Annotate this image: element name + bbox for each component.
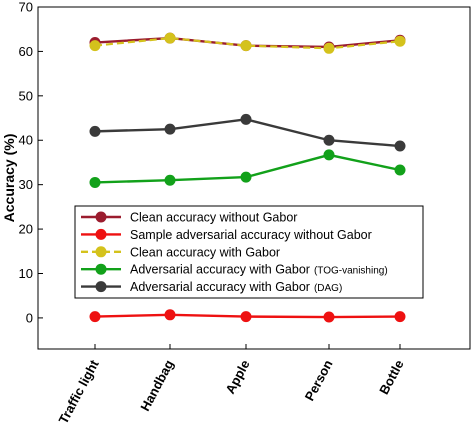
- data-point: [164, 32, 176, 44]
- series-3: [89, 149, 406, 188]
- legend-item: Adversarial accuracy with Gabor (TOG-vani…: [81, 263, 388, 277]
- data-point: [323, 149, 335, 161]
- data-point: [89, 125, 101, 137]
- legend-marker: [95, 281, 107, 293]
- data-point: [164, 309, 176, 321]
- legend-label: Adversarial accuracy with Gabor (DAG): [130, 280, 342, 294]
- legend-label: Sample adversarial accuracy without Gabo…: [130, 228, 372, 242]
- y-tick-label: 40: [19, 133, 33, 148]
- legend-label-name: Sample adversarial accuracy without Gabo…: [130, 228, 372, 242]
- data-point: [89, 176, 101, 188]
- legend-label: Clean accuracy without Gabor: [130, 211, 297, 225]
- data-point: [394, 311, 406, 323]
- series-2: [89, 32, 406, 54]
- legend-item: Clean accuracy with Gabor: [81, 245, 280, 259]
- legend-item: Clean accuracy without Gabor: [81, 211, 297, 225]
- y-tick-label: 30: [19, 177, 33, 192]
- data-point: [164, 174, 176, 186]
- legend-marker: [95, 228, 107, 240]
- x-tick-label: Traffic light: [56, 357, 102, 425]
- legend-label-name: Adversarial accuracy with Gabor: [130, 263, 310, 277]
- y-tick-label: 60: [19, 44, 33, 59]
- y-tick-label: 10: [19, 266, 33, 281]
- data-point: [240, 40, 252, 52]
- data-point: [240, 311, 252, 323]
- data-point: [240, 171, 252, 183]
- legend-marker: [95, 263, 107, 275]
- data-point: [394, 140, 406, 152]
- y-axis-label: Accuracy (%): [1, 134, 17, 223]
- legend-item: Adversarial accuracy with Gabor (DAG): [81, 280, 342, 294]
- data-point: [323, 42, 335, 54]
- x-tick-label: Person: [302, 357, 336, 403]
- legend-marker: [95, 211, 107, 223]
- legend-label: Adversarial accuracy with Gabor (TOG-vani…: [130, 263, 388, 277]
- data-point: [89, 40, 101, 52]
- y-tick-label: 70: [19, 0, 33, 15]
- legend-label-suffix: (TOG-vanishing): [314, 266, 388, 277]
- x-axis-ticks: Traffic light Handbag Apple Person Bottle: [56, 344, 407, 425]
- data-point: [323, 311, 335, 323]
- legend-box: [74, 205, 424, 299]
- series-layer: [89, 32, 406, 323]
- data-point: [323, 134, 335, 146]
- y-tick-label: 50: [19, 88, 33, 103]
- legend-label-name: Adversarial accuracy with Gabor: [130, 280, 310, 294]
- data-point: [89, 311, 101, 323]
- legend-label-suffix: (DAG): [314, 283, 342, 294]
- data-point: [394, 35, 406, 47]
- legend-label-name: Clean accuracy without Gabor: [130, 211, 297, 225]
- legend-label: Clean accuracy with Gabor: [130, 245, 280, 259]
- data-point: [394, 164, 406, 176]
- data-point: [164, 123, 176, 135]
- series-4: [89, 113, 406, 152]
- y-axis-ticks: 0 10 20 30 40 50 60 70: [19, 0, 43, 325]
- x-tick-label: Apple: [222, 357, 252, 396]
- series-1: [89, 309, 406, 323]
- y-tick-label: 20: [19, 222, 33, 237]
- legend-item: Sample adversarial accuracy without Gabo…: [81, 228, 372, 242]
- x-tick-label: Handbag: [137, 357, 176, 413]
- x-tick-label: Bottle: [376, 357, 407, 397]
- y-tick-label: 0: [26, 310, 33, 325]
- data-point: [240, 113, 252, 125]
- series-line: [94, 36, 401, 50]
- legend-label-name: Clean accuracy with Gabor: [130, 245, 280, 259]
- legend-marker: [95, 246, 107, 258]
- legend: Clean accuracy without Gabor Sample adver…: [74, 205, 424, 299]
